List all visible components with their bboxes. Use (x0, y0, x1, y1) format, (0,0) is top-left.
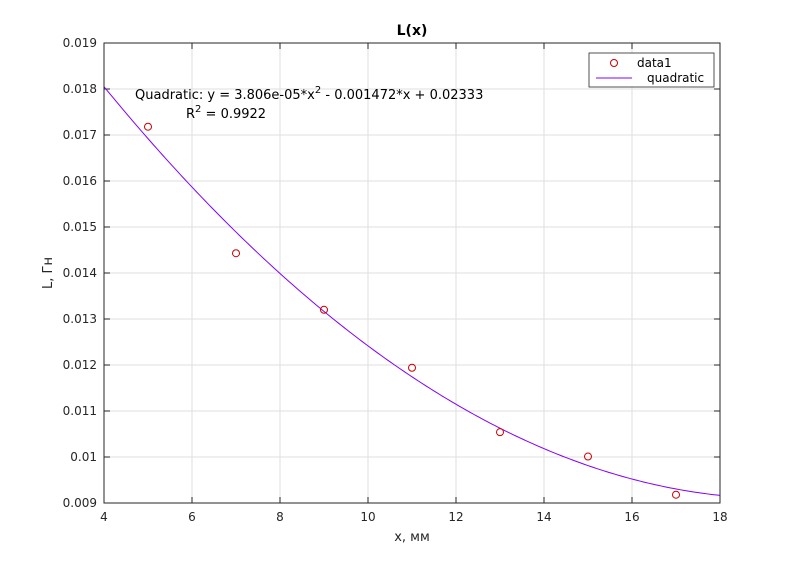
y-tick-label: 0.013 (63, 312, 97, 326)
data-markers (144, 122, 680, 499)
y-tick-label: 0.01 (70, 450, 97, 464)
r2-exponent: 2 (195, 104, 201, 115)
data-point (672, 490, 680, 499)
legend-label-data1: data1 (637, 56, 672, 70)
y-tick-label: 0.012 (63, 358, 97, 372)
legend-box (588, 52, 715, 88)
x-tick-label: 12 (448, 510, 463, 524)
x-tick-label: 6 (188, 510, 196, 524)
tick-labels: 4 6 8 10 12 14 16 18 0.009 0.01 0.011 0.012 0.013 0.0… (63, 36, 728, 524)
r2-suffix: = 0.9922 (201, 107, 266, 122)
fit-line-quadratic (103, 86, 721, 496)
axes-box (103, 42, 721, 504)
y-axis-label: L, Гн (41, 257, 56, 289)
equation-annotation: Quadratic: y = 3.806e-05*x2 - 0.001472*x… (135, 85, 483, 103)
y-tick-label: 0.014 (63, 266, 97, 280)
x-tick-label: 18 (712, 510, 727, 524)
legend-label-quadratic: quadratic (647, 71, 704, 85)
data-point (584, 452, 592, 461)
r2-prefix: R (186, 107, 195, 122)
x-tick-label: 4 (100, 510, 108, 524)
x-tick-label: 14 (536, 510, 551, 524)
equation-prefix: Quadratic: y = 3.806e-05*x (135, 88, 315, 103)
legend: data1 quadratic (588, 52, 715, 88)
data-point (496, 428, 504, 437)
r-squared-annotation: R2 = 0.9922 (186, 104, 266, 122)
y-tick-label: 0.011 (63, 404, 97, 418)
data-point (408, 363, 416, 372)
y-tick-label: 0.016 (63, 174, 97, 188)
y-tick-label: 0.017 (63, 128, 97, 142)
data-point (320, 305, 328, 314)
x-tick-label: 16 (624, 510, 639, 524)
equation-exponent: 2 (315, 85, 321, 96)
x-axis-label: x, мм (394, 530, 430, 545)
x-tick-label: 8 (276, 510, 284, 524)
data-point (232, 249, 240, 258)
x-tick-label: 10 (360, 510, 375, 524)
chart-title: L(x) (397, 23, 428, 39)
y-tick-label: 0.018 (63, 82, 97, 96)
fit-line-group (103, 86, 721, 496)
equation-suffix: - 0.001472*x + 0.02333 (321, 88, 483, 103)
legend-marker-data1 (610, 59, 618, 67)
y-tick-label: 0.019 (63, 36, 97, 50)
data-point (144, 122, 152, 131)
y-tick-label: 0.015 (63, 220, 97, 234)
y-tick-label: 0.009 (63, 496, 97, 510)
